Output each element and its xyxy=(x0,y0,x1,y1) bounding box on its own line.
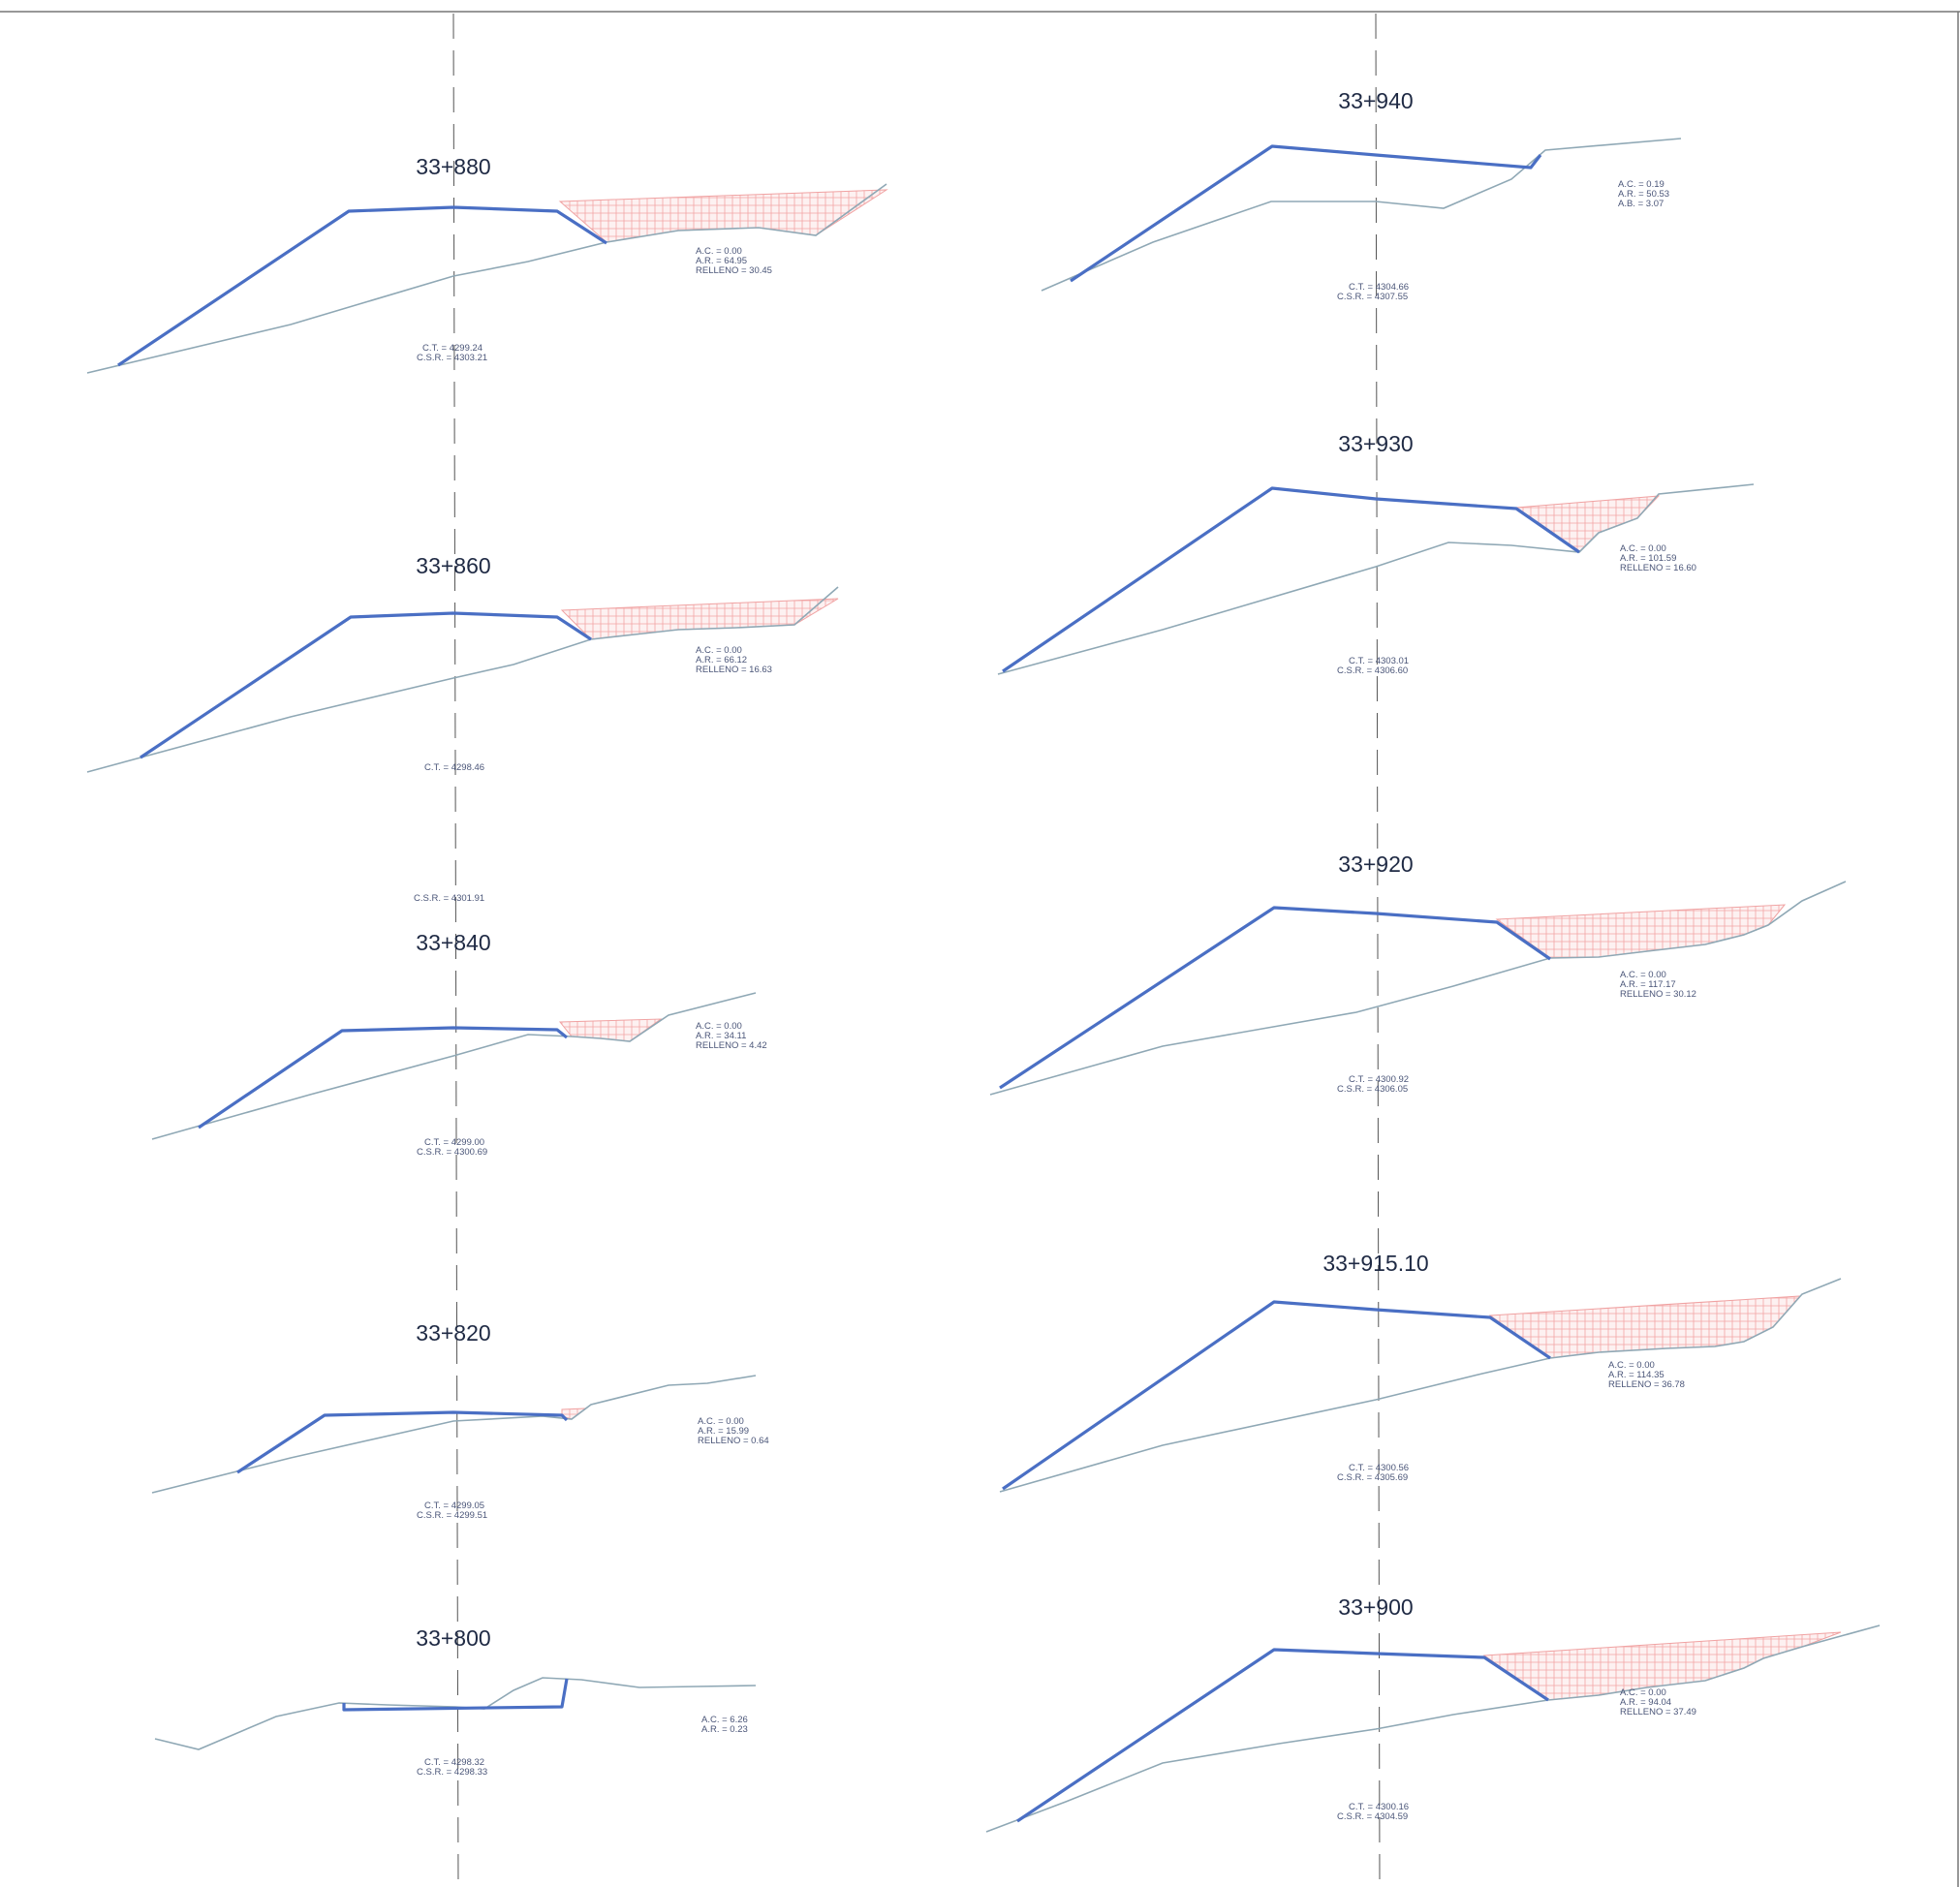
road-template xyxy=(140,611,592,759)
elevation-annotation: C.T. = 4300.56 C.S.R. = 4305.69 xyxy=(1337,1463,1412,1483)
ground-line xyxy=(985,1624,1881,1833)
area-annotation: A.C. = 0.00 A.R. = 114.35 RELLENO = 36.7… xyxy=(1608,1360,1685,1390)
csr-annotation: C.S.R. = 4301.91 xyxy=(414,893,484,904)
ground-line xyxy=(999,1278,1842,1493)
section-33-820: 33+820 A.C. = 0.00 A.R. = 15.99 RELLENO … xyxy=(151,1320,769,1521)
fill-hatch xyxy=(558,189,888,243)
ground-line xyxy=(989,881,1847,1096)
section-33-900: 33+900 A.C. = 0.00 A.R. = 94.04 RELLENO … xyxy=(985,1594,1881,1833)
road-template xyxy=(117,205,607,367)
elevation-annotation: C.T. = 4299.05 C.S.R. = 4299.51 xyxy=(417,1500,487,1521)
right-column-axis xyxy=(1375,13,1381,1887)
station-label: 33+820 xyxy=(416,1320,490,1346)
station-label: 33+920 xyxy=(1338,851,1413,877)
section-33-930: 33+930 A.C. = 0.00 A.R. = 101.59 RELLENO… xyxy=(997,431,1755,676)
elevation-annotation: C.T. = 4303.01 C.S.R. = 4306.60 xyxy=(1337,656,1412,676)
ground-line xyxy=(151,1375,757,1494)
ground-line xyxy=(86,586,839,773)
section-33-860: 33+860 A.C. = 0.00 A.R. = 66.12 RELLENO … xyxy=(86,553,839,904)
area-annotation: A.C. = 0.00 A.R. = 64.95 RELLENO = 30.45 xyxy=(696,246,772,276)
road-template xyxy=(1016,1648,1549,1823)
area-annotation: A.C. = 0.00 A.R. = 117.17 RELLENO = 30.1… xyxy=(1620,970,1696,1000)
ground-line xyxy=(997,483,1755,675)
station-label: 33+915.10 xyxy=(1322,1251,1428,1276)
area-annotation: A.C. = 0.00 A.R. = 101.59 RELLENO = 16.6… xyxy=(1620,543,1696,573)
section-33-920: 33+920 A.C. = 0.00 A.R. = 117.17 RELLENO… xyxy=(989,851,1847,1096)
elevation-annotation: C.T. = 4300.92 C.S.R. = 4306.05 xyxy=(1337,1074,1412,1095)
ground-line xyxy=(151,992,757,1140)
area-annotation: A.C. = 0.00 A.R. = 15.99 RELLENO = 0.64 xyxy=(698,1416,769,1446)
fill-hatch xyxy=(1495,904,1787,959)
area-annotation: A.C. = 0.00 A.R. = 66.12 RELLENO = 16.63 xyxy=(696,645,772,675)
area-annotation: A.C. = 0.00 A.R. = 94.04 RELLENO = 37.49 xyxy=(1620,1687,1696,1717)
section-33-880: 33+880 A.C. = 0.00 A.R. = 64.95 RELLENO … xyxy=(86,154,888,374)
section-33-940: 33+940 A.C. = 0.19 A.R. = 50.53 A.B. = 3… xyxy=(1041,88,1682,302)
station-label: 33+940 xyxy=(1338,88,1413,113)
section-33-915-10: 33+915.10 A.C. = 0.00 A.R. = 114.35 RELL… xyxy=(999,1251,1842,1493)
elevation-annotation: C.T. = 4298.32 C.S.R. = 4298.33 xyxy=(417,1757,487,1778)
area-annotation: A.C. = 0.00 A.R. = 34.11 RELLENO = 4.42 xyxy=(696,1021,767,1051)
road-template xyxy=(1002,1300,1551,1491)
station-label: 33+880 xyxy=(416,154,490,179)
area-annotation: A.C. = 0.19 A.R. = 50.53 A.B. = 3.07 xyxy=(1618,179,1672,209)
station-label: 33+840 xyxy=(416,930,490,955)
ground-line xyxy=(1041,138,1682,292)
elevation-annotation: C.T. = 4299.00 C.S.R. = 4300.69 xyxy=(417,1137,487,1158)
ground-line xyxy=(154,1677,757,1750)
elevation-annotation: C.T. = 4298.46 xyxy=(424,762,484,773)
station-label: 33+900 xyxy=(1338,1594,1413,1620)
road-template xyxy=(1002,486,1580,673)
section-33-800: 33+800 A.C. = 6.26 A.R. = 0.23 C.T. = 42… xyxy=(154,1625,757,1778)
elevation-annotation: C.T. = 4304.66 C.S.R. = 4307.55 xyxy=(1337,282,1412,302)
station-label: 33+800 xyxy=(416,1625,490,1651)
elevation-annotation: C.T. = 4300.16 C.S.R. = 4304.59 xyxy=(1337,1802,1412,1822)
left-column-axis xyxy=(452,13,459,1887)
station-label: 33+930 xyxy=(1338,431,1413,456)
area-annotation: A.C. = 6.26 A.R. = 0.23 xyxy=(701,1715,750,1735)
road-template xyxy=(236,1410,569,1474)
station-label: 33+860 xyxy=(416,553,490,578)
road-template xyxy=(342,1678,569,1712)
fill-hatch xyxy=(560,598,839,640)
section-33-840: 33+840 A.C. = 0.00 A.R. = 34.11 RELLENO … xyxy=(151,930,767,1158)
road-template xyxy=(999,906,1551,1090)
elevation-annotation: C.T. = 4299.24 C.S.R. = 4303.21 xyxy=(417,343,487,363)
road-template xyxy=(1070,144,1542,283)
road-template xyxy=(198,1026,568,1129)
